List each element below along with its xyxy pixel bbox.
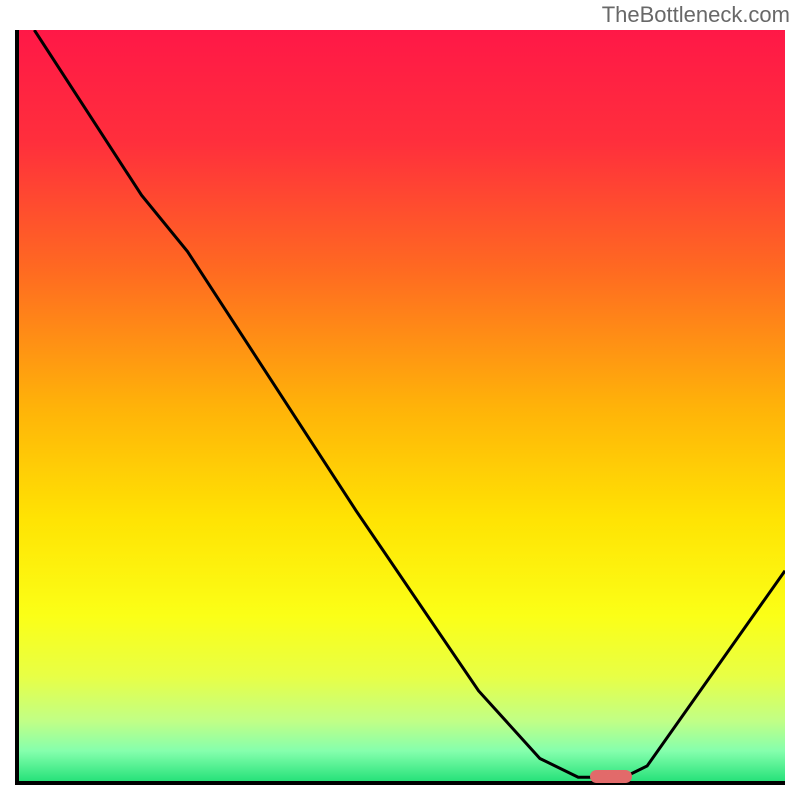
chart-curve [19,30,785,781]
watermark-text: TheBottleneck.com [602,2,790,28]
bottleneck-chart [15,30,785,785]
optimal-marker [590,770,632,783]
